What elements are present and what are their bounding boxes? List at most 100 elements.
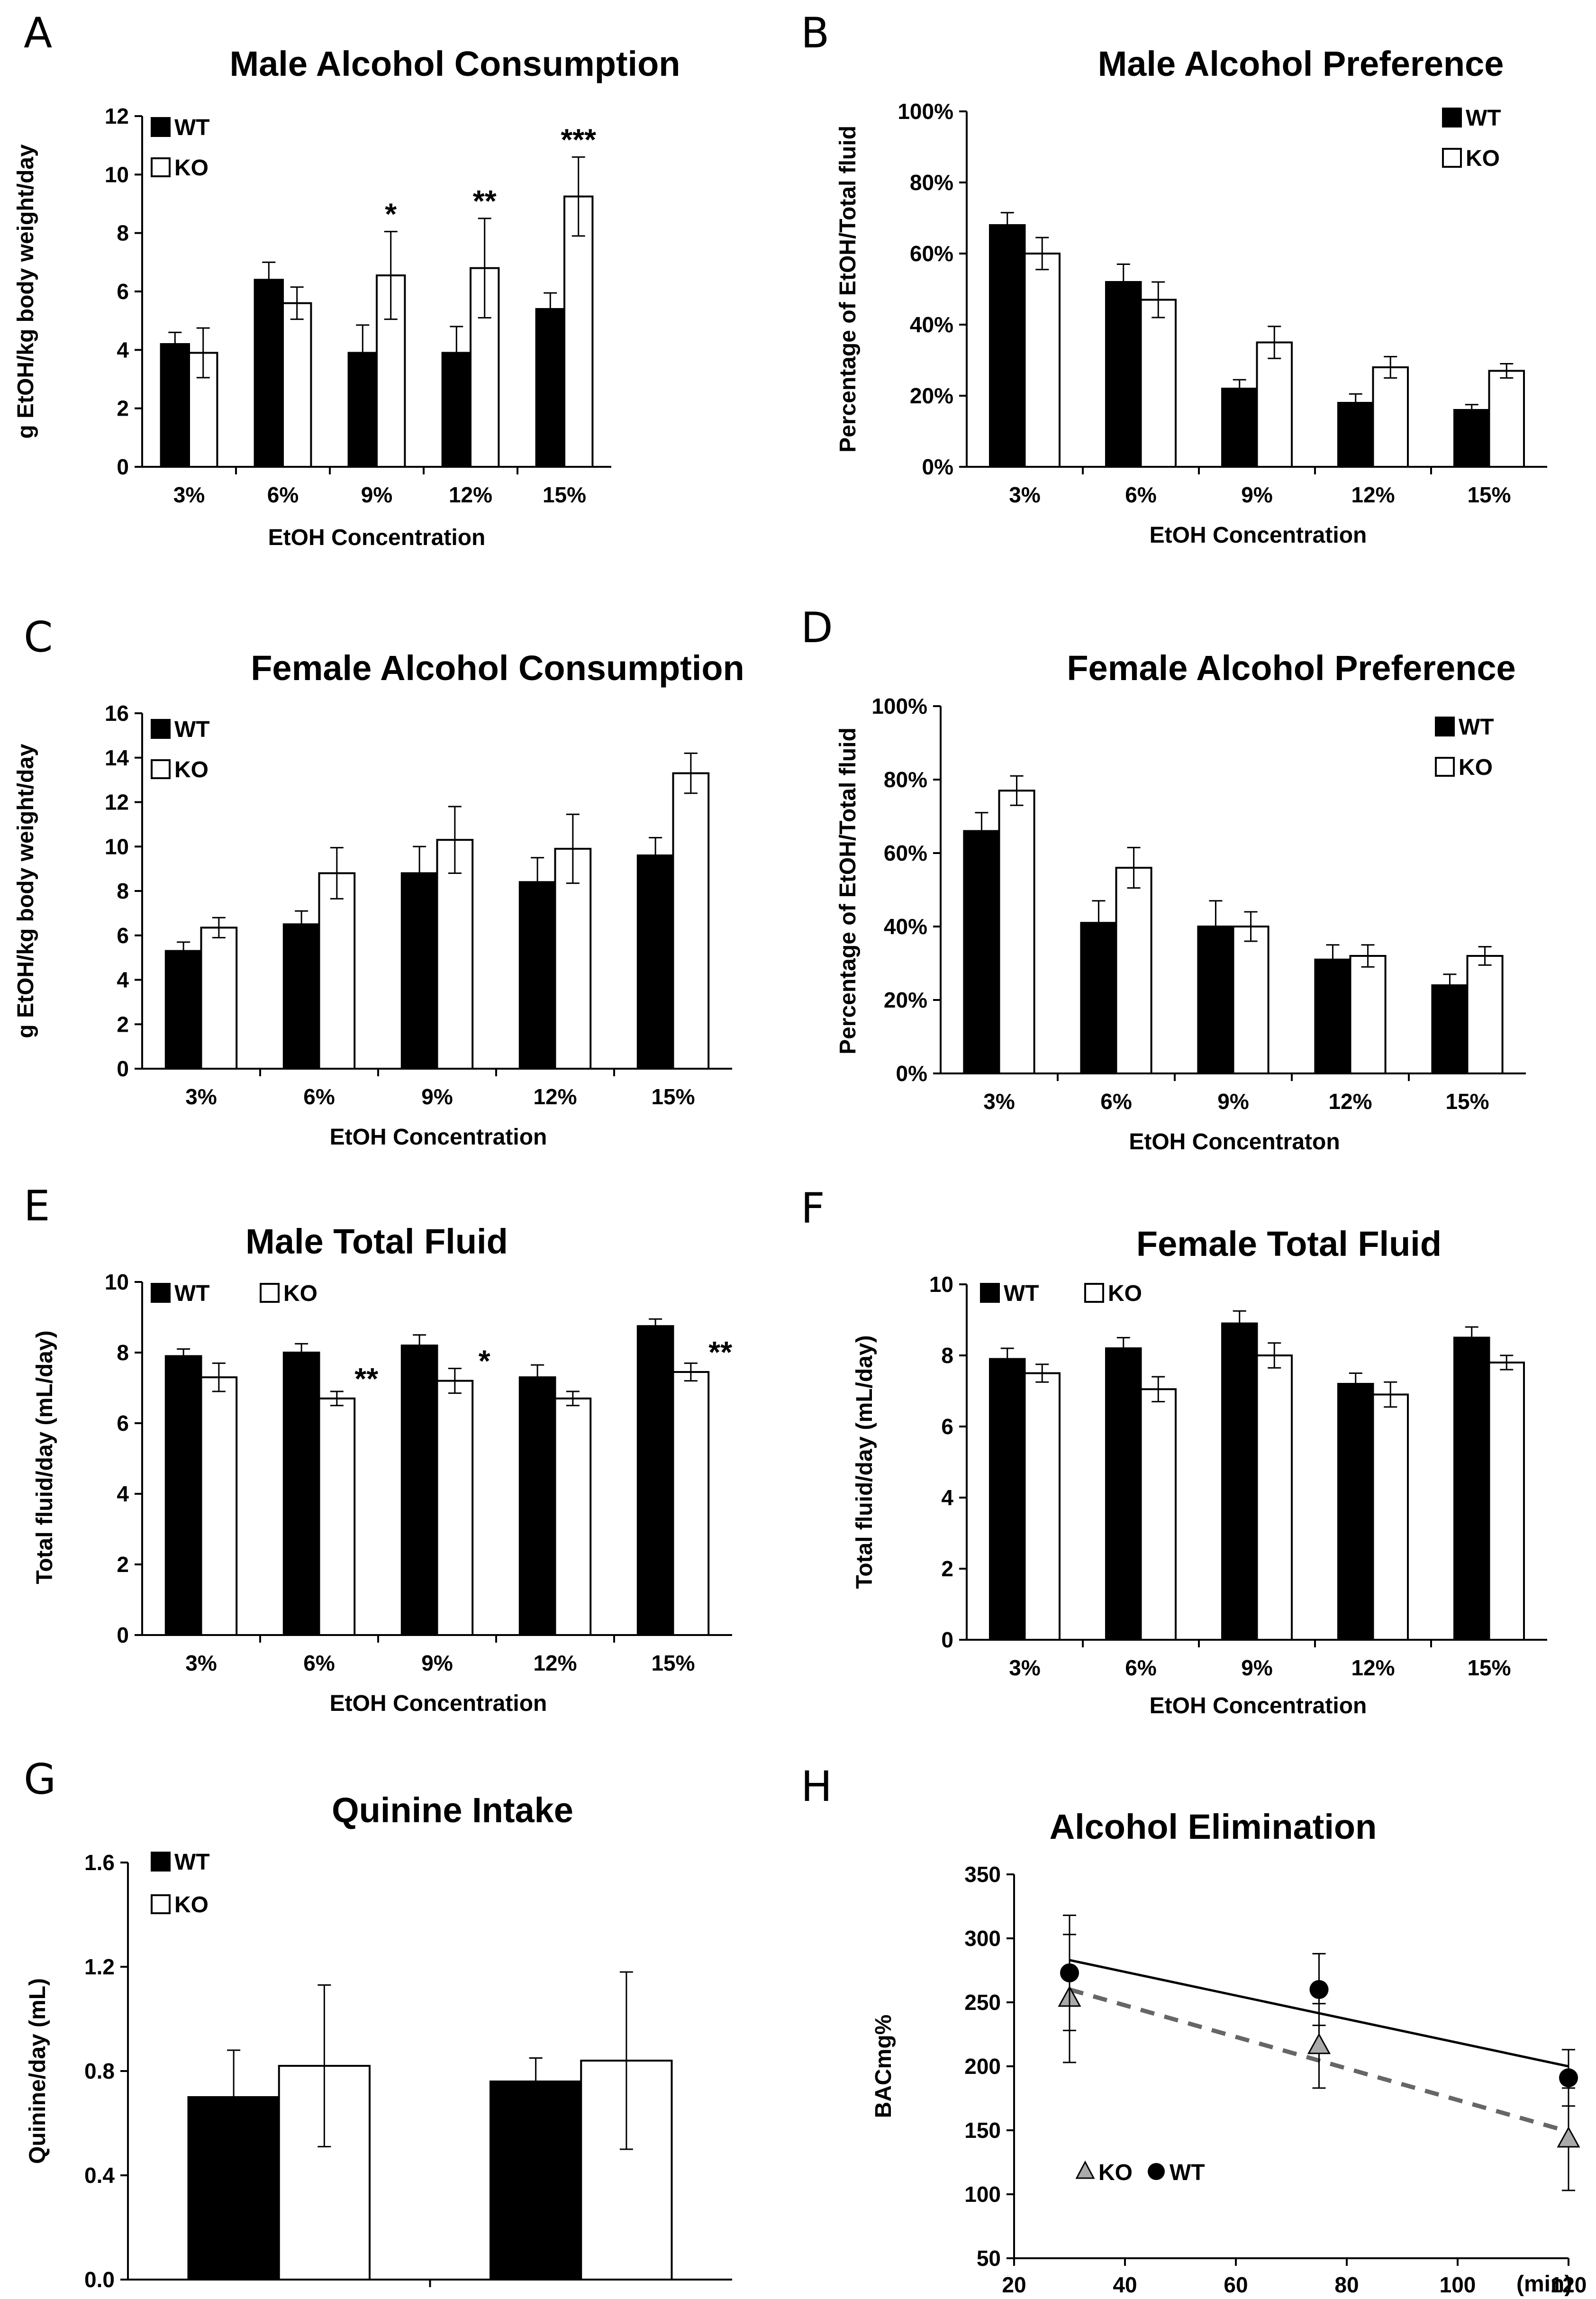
y-tick-label: 0.4 xyxy=(84,2163,115,2188)
x-tick-label: Female xyxy=(544,2295,619,2299)
y-axis-label: Quinine/day (mL) xyxy=(25,1978,50,2164)
bar-wt xyxy=(1431,984,1469,1074)
x-tick-label: 6% xyxy=(1125,482,1156,507)
y-tick-label: 0 xyxy=(117,1056,129,1081)
x-axis-label: EtOH Concentration xyxy=(1150,523,1367,548)
bar-ko xyxy=(376,274,406,468)
x-tick-label: 6% xyxy=(267,482,299,507)
y-tick-label: 4 xyxy=(117,968,129,992)
significance-marker: ** xyxy=(354,1362,378,1396)
legend-label: WT xyxy=(1170,2160,1205,2185)
y-tick-label: 100 xyxy=(964,2182,1001,2207)
x-tick-label: 12% xyxy=(533,1651,577,1675)
y-tick-label: 0.8 xyxy=(84,2059,115,2083)
legend-label: KO xyxy=(174,155,209,181)
y-tick-label: 0% xyxy=(896,1061,927,1086)
bar-ko xyxy=(1256,341,1293,468)
panel-H: H Alcohol Elimination BACmg% 50 100 150 200 250… xyxy=(801,1762,1587,2297)
y-tick-label: 1.2 xyxy=(84,1954,115,1979)
data-point-wt xyxy=(1559,2068,1578,2088)
legend-swatch-wt xyxy=(1442,108,1462,127)
panel-E: E Male Total Fluid Total fluid/day (mL/day… xyxy=(24,1181,732,1716)
legend-label: WT xyxy=(174,717,210,742)
data-point-ko xyxy=(1557,2126,1580,2148)
x-tick-label: 100 xyxy=(1440,2272,1476,2297)
y-tick-label: 80% xyxy=(910,170,953,195)
bar-wt xyxy=(518,881,556,1070)
x-tick-label: 6% xyxy=(1100,1089,1132,1114)
bar-wt xyxy=(164,950,202,1070)
panel-F: F Female Total Fluid Total fluid/day (mL/d… xyxy=(801,1184,1547,1718)
significance-marker: * xyxy=(479,1344,490,1378)
bar-wt xyxy=(989,224,1026,468)
bar-wt xyxy=(164,1355,202,1636)
chart-title: Quinine Intake xyxy=(332,1790,573,1830)
y-tick-label: 8 xyxy=(117,221,129,245)
bar-wt xyxy=(490,2081,582,2281)
x-tick-label: 9% xyxy=(361,482,392,507)
x-tick-label: 15% xyxy=(651,1651,695,1675)
significance-marker: * xyxy=(385,197,397,231)
y-tick-label: 0.0 xyxy=(84,2267,115,2292)
x-tick-label: 80 xyxy=(1334,2272,1359,2297)
legend-label: KO xyxy=(174,1892,209,1917)
bar-ko xyxy=(436,839,474,1070)
y-tick-label: 60% xyxy=(884,841,927,865)
bar-wt xyxy=(1337,1383,1374,1641)
x-axis-label: EtOH Concentration xyxy=(1150,1693,1367,1718)
x-tick-label: 3% xyxy=(173,482,205,507)
panel-label: A xyxy=(24,9,52,57)
y-tick-label: 10 xyxy=(105,162,129,187)
y-tick-label: 20% xyxy=(884,988,927,1012)
legend-label: KO xyxy=(1108,1281,1142,1306)
bar-wt xyxy=(1105,281,1142,468)
y-axis-label: Percentage of EtOH/Total fluid xyxy=(835,727,861,1054)
x-tick-label: 12% xyxy=(533,1084,577,1109)
x-axis-label: (min) xyxy=(1516,2272,1572,2297)
legend-swatch-wt xyxy=(151,117,171,137)
legend-label: KO xyxy=(1098,2160,1133,2185)
bar-ko xyxy=(1256,1354,1293,1641)
y-axis-label: Percentage of EtOH/Total fluid xyxy=(835,126,861,453)
panel-G: G Quinine Intake Quinine/day (mL) 0.0 0.4 0.8… xyxy=(24,1755,732,2299)
bar-ko xyxy=(318,872,356,1070)
chart-title: Female Alcohol Preference xyxy=(1067,648,1515,688)
bar-ko xyxy=(1115,867,1152,1074)
bar-ko xyxy=(554,1397,592,1636)
y-tick-label: 14 xyxy=(105,745,129,770)
bar-wt xyxy=(989,1358,1026,1641)
y-tick-label: 10 xyxy=(105,834,129,859)
legend-swatch-ko xyxy=(151,157,171,177)
bar-ko xyxy=(1488,370,1525,468)
x-tick-label: 3% xyxy=(983,1089,1015,1114)
chart-title: Male Total Fluid xyxy=(245,1222,508,1261)
y-tick-label: 100% xyxy=(871,694,927,718)
bar-ko xyxy=(1372,1393,1409,1641)
bar-ko xyxy=(1372,366,1409,468)
panel-label: B xyxy=(801,9,829,57)
bar-wt xyxy=(636,854,674,1070)
panel-B: B Male Alcohol Preference Percentage of Et… xyxy=(801,9,1547,548)
x-axis-label: EtOH Concentration xyxy=(330,1125,547,1150)
x-axis-label: EtOH Concentration xyxy=(268,525,486,550)
bar-wt xyxy=(1337,402,1374,468)
data-point-ko xyxy=(1307,2033,1331,2054)
legend-swatch-wt xyxy=(151,1852,171,1872)
legend-swatch-ko xyxy=(1075,2160,1095,2179)
legend-swatch-ko xyxy=(151,759,171,779)
bar-ko xyxy=(1466,955,1504,1074)
legend-swatch-ko xyxy=(1442,148,1462,168)
y-tick-label: 60% xyxy=(910,241,953,266)
x-tick-label: 15% xyxy=(651,1084,695,1109)
y-tick-label: 4 xyxy=(117,337,129,362)
x-tick-label: 12% xyxy=(1351,1655,1395,1680)
panel-C: C Female Alcohol Consumption g EtOH/kg bod… xyxy=(13,613,744,1150)
x-tick-label: 12% xyxy=(1351,482,1395,507)
chart-title: Female Total Fluid xyxy=(1136,1224,1442,1263)
x-tick-label: 9% xyxy=(421,1651,453,1675)
y-tick-label: 6 xyxy=(117,1411,129,1436)
y-tick-label: 80% xyxy=(884,767,927,792)
y-tick-label: 6 xyxy=(117,279,129,304)
bar-wt xyxy=(400,872,438,1070)
